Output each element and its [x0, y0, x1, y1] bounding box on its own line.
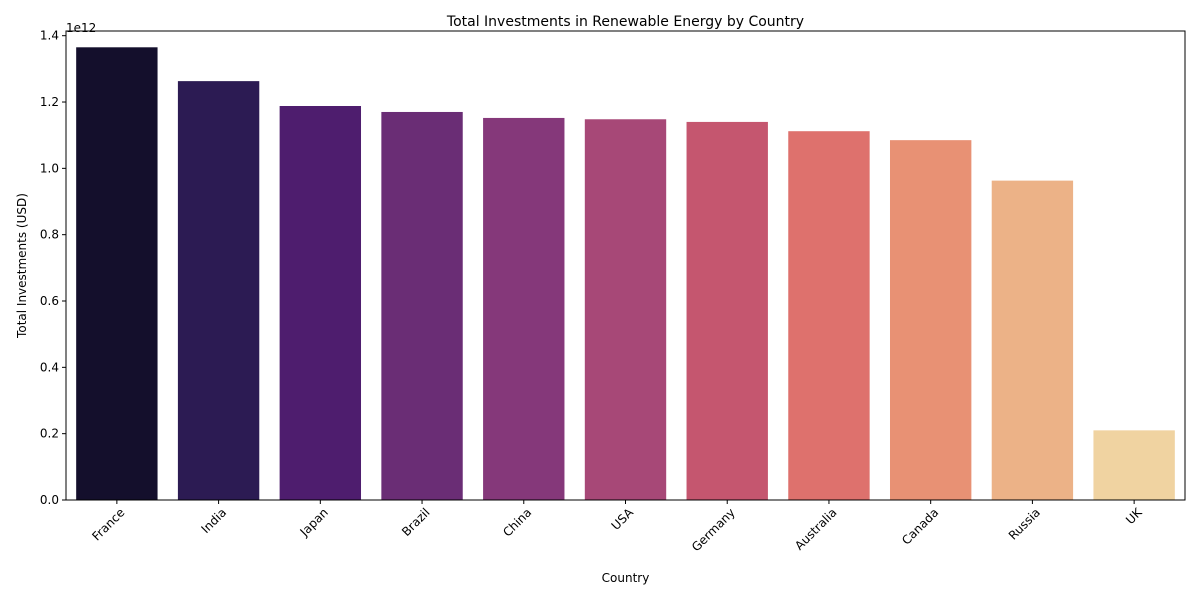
y-tick-label: 1.2	[40, 95, 59, 109]
x-tick-label: Canada	[899, 505, 941, 547]
bar-japan	[279, 105, 362, 500]
x-tick-label: Germany	[689, 505, 738, 554]
x-axis-ticks: France India Japan Brazil China USA Germany Aus…	[89, 500, 1146, 554]
bar-usa	[584, 119, 667, 500]
x-tick-label: Japan	[297, 505, 331, 539]
bar-india	[177, 81, 260, 501]
bar-australia	[788, 131, 870, 500]
bar-russia	[991, 180, 1074, 501]
axis-spines	[65, 30, 1186, 501]
y-tick-label: 1.4	[40, 29, 59, 43]
chart-title: Total Investments in Renewable Energy by…	[446, 14, 804, 30]
x-tick-label: France	[89, 505, 127, 543]
y-tick-label: 0.0	[40, 493, 59, 507]
x-tick-label: India	[198, 505, 229, 536]
plot-frame	[65, 30, 1186, 501]
y-tick-label: 1.0	[40, 161, 59, 175]
x-axis-label: Country	[602, 571, 650, 585]
x-tick-label: USA	[609, 505, 637, 533]
x-tick-label: Brazil	[399, 505, 433, 539]
bar-france	[76, 47, 158, 500]
bar-brazil	[381, 111, 463, 501]
y-axis-ticks: 0.0 0.2 0.4 0.6 0.8 1.0 1.2 1.4	[40, 29, 66, 507]
y-tick-label: 0.2	[40, 427, 59, 441]
y-tick-label: 0.4	[40, 360, 59, 374]
y-axis-label: Total Investments (USD)	[15, 193, 29, 339]
x-tick-label: UK	[1123, 505, 1145, 527]
y-tick-label: 0.6	[40, 294, 59, 308]
x-tick-label: Australia	[792, 505, 839, 552]
bar-germany	[686, 121, 768, 500]
bars-group	[76, 47, 1175, 501]
bar-canada	[889, 140, 972, 501]
x-tick-label: China	[500, 505, 534, 539]
y-axis-offset-label: 1e12	[66, 21, 96, 35]
x-tick-label: Russia	[1006, 505, 1043, 542]
bar-uk	[1093, 430, 1175, 500]
y-tick-label: 0.8	[40, 228, 59, 242]
bar-china	[483, 117, 565, 500]
